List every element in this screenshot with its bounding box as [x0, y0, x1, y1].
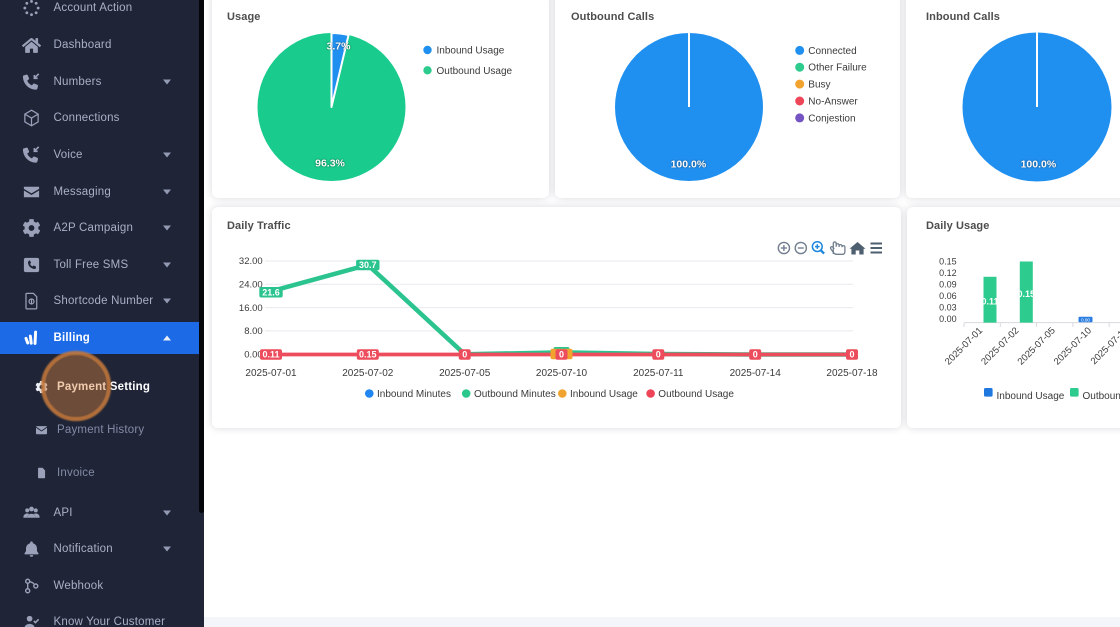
svg-text:32.00: 32.00	[239, 256, 263, 267]
svg-text:2025-07-18: 2025-07-18	[826, 368, 878, 379]
svg-text:2025-07-01: 2025-07-01	[245, 368, 297, 379]
svg-text:Outbound Minutes: Outbound Minutes	[474, 389, 556, 400]
svg-text:24.00: 24.00	[239, 280, 263, 291]
svg-text:2025-07-05: 2025-07-05	[1016, 325, 1058, 367]
svg-text:30.7: 30.7	[359, 260, 377, 270]
svg-text:2025-07-01: 2025-07-01	[943, 325, 985, 367]
svg-text:0: 0	[753, 350, 758, 360]
svg-text:Inbound Usage: Inbound Usage	[570, 389, 638, 400]
svg-text:2025-07-10: 2025-07-10	[1052, 325, 1094, 367]
svg-text:Outbound Usage: Outbound Usage	[658, 389, 734, 400]
svg-text:2025-07-11: 2025-07-11	[633, 368, 684, 379]
svg-text:0.06: 0.06	[939, 291, 957, 301]
svg-text:Outbound Usage: Outbound Usage	[437, 66, 513, 77]
svg-text:0.15: 0.15	[939, 257, 957, 267]
svg-text:0.12: 0.12	[939, 268, 957, 278]
svg-text:Outbound Usage: Outbound Usage	[1083, 391, 1120, 402]
svg-text:2025-07-02: 2025-07-02	[342, 368, 394, 379]
svg-text:0: 0	[462, 350, 467, 360]
svg-text:100.0%: 100.0%	[1021, 159, 1057, 171]
svg-text:0.15: 0.15	[1018, 289, 1036, 299]
svg-text:2025-07-10: 2025-07-10	[536, 368, 588, 379]
svg-text:Inbound Usage: Inbound Usage	[997, 391, 1065, 402]
svg-text:Inbound Minutes: Inbound Minutes	[377, 389, 451, 400]
svg-text:2025-07-02: 2025-07-02	[979, 325, 1021, 367]
svg-text:0: 0	[559, 350, 564, 360]
svg-text:Connected: Connected	[808, 46, 856, 57]
svg-text:No-Answer: No-Answer	[808, 97, 858, 108]
svg-text:0.00: 0.00	[1081, 317, 1090, 322]
svg-text:2025-07-11: 2025-07-11	[1089, 325, 1120, 367]
svg-text:0.15: 0.15	[359, 350, 377, 360]
svg-text:Busy: Busy	[808, 80, 830, 91]
svg-text:96.3%: 96.3%	[315, 158, 345, 170]
svg-text:0.11: 0.11	[262, 350, 279, 360]
svg-text:2025-07-05: 2025-07-05	[439, 368, 491, 379]
svg-text:21.6: 21.6	[262, 287, 280, 297]
svg-text:0.00: 0.00	[939, 314, 957, 324]
svg-text:2025-07-14: 2025-07-14	[730, 368, 782, 379]
svg-text:100.0%: 100.0%	[671, 159, 707, 171]
svg-text:Inbound Usage: Inbound Usage	[437, 46, 505, 57]
svg-text:0: 0	[656, 350, 661, 360]
svg-text:8.00: 8.00	[244, 326, 263, 337]
svg-text:0.09: 0.09	[939, 280, 957, 290]
svg-text:16.00: 16.00	[239, 303, 263, 314]
svg-text:0.03: 0.03	[939, 302, 957, 312]
svg-text:0: 0	[849, 350, 854, 360]
svg-text:Other Failure: Other Failure	[808, 63, 867, 74]
svg-text:0.11: 0.11	[981, 297, 998, 307]
svg-text:0.00: 0.00	[244, 349, 263, 360]
svg-text:3.7%: 3.7%	[327, 41, 352, 53]
svg-text:Conjestion: Conjestion	[808, 113, 855, 124]
